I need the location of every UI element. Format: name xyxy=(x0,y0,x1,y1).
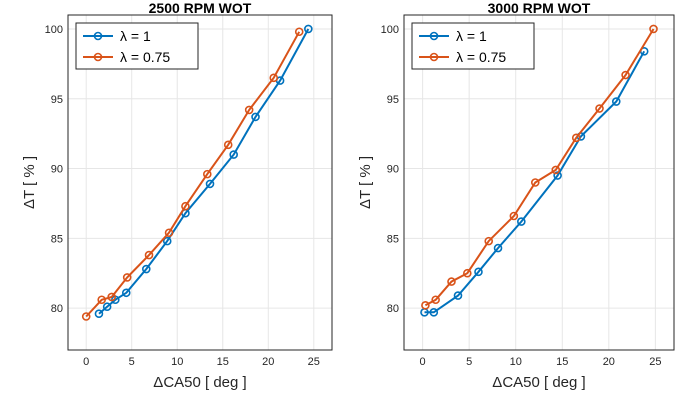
data-point xyxy=(107,292,116,302)
legend-label: λ = 0.75 xyxy=(120,49,170,65)
data-point xyxy=(164,228,174,238)
data-point xyxy=(223,140,233,150)
data-point xyxy=(94,309,104,319)
data-point xyxy=(162,236,172,246)
y-tick-label: 100 xyxy=(381,24,399,36)
data-point xyxy=(517,217,526,226)
y-axis-label: ΔT [ % ] xyxy=(21,156,38,209)
series-line xyxy=(85,31,301,318)
legend-label: λ = 0.75 xyxy=(456,49,506,65)
y-tick-label: 85 xyxy=(51,233,63,245)
panel-1: 0 5 10 15 20 25 80 85 90 95 100 2500 RPM WOT ΔCA50 [… xyxy=(21,0,333,391)
x-tick-label: 20 xyxy=(603,356,615,368)
axes-frame xyxy=(403,14,675,351)
x-tick-label: 15 xyxy=(556,356,568,368)
data-point xyxy=(294,27,304,37)
data-point xyxy=(244,105,254,115)
data-point xyxy=(553,171,562,180)
axes-frame xyxy=(67,14,333,351)
data-point xyxy=(474,267,483,277)
data-point xyxy=(121,288,131,298)
data-point xyxy=(484,236,494,246)
x-tick-label: 25 xyxy=(308,356,320,368)
x-tick-label: 25 xyxy=(649,356,661,368)
data-point xyxy=(621,70,630,80)
y-tick-label: 100 xyxy=(45,24,63,36)
x-tick-label: 10 xyxy=(510,356,522,368)
data-point xyxy=(141,264,151,274)
series-line xyxy=(424,50,646,314)
data-point xyxy=(144,250,154,260)
data-point xyxy=(181,201,190,211)
data-point xyxy=(205,179,215,189)
data-point xyxy=(202,169,212,179)
legend-marker xyxy=(429,52,439,62)
y-tick-label: 80 xyxy=(387,303,399,315)
data-point xyxy=(304,24,313,34)
data-point xyxy=(97,295,106,305)
data-point xyxy=(229,150,238,159)
legend-box xyxy=(411,22,535,70)
series-line xyxy=(98,28,310,315)
panel-2: 0 5 10 15 20 25 80 85 90 95 100 3000 RPM WOT ΔCA50 [… xyxy=(357,0,675,391)
legend: λ = 1 λ = 0.75 xyxy=(75,22,199,70)
x-tick-label: 15 xyxy=(217,356,229,368)
data-point xyxy=(571,133,581,143)
data-point xyxy=(530,178,540,187)
legend-marker xyxy=(93,31,103,41)
legend-label: λ = 1 xyxy=(456,28,487,44)
data-point xyxy=(102,302,112,312)
data-point xyxy=(493,243,503,253)
y-tick-label: 80 xyxy=(51,303,63,315)
chart-title: 3000 RPM WOT xyxy=(488,0,591,16)
data-point xyxy=(431,295,440,305)
x-tick-label: 20 xyxy=(262,356,274,368)
x-axis-label: ΔCA50 [ deg ] xyxy=(153,374,246,391)
y-tick-label: 90 xyxy=(387,164,399,176)
legend-marker xyxy=(429,31,439,41)
data-point xyxy=(509,211,519,221)
x-tick-label: 5 xyxy=(129,356,135,368)
data-point xyxy=(595,104,604,113)
data-point xyxy=(649,24,658,34)
legend-box xyxy=(75,22,199,70)
chart-title: 2500 RPM WOT xyxy=(149,0,252,16)
x-tick-label: 5 xyxy=(466,356,472,368)
legend-marker xyxy=(93,52,103,62)
x-tick-label: 10 xyxy=(171,356,183,368)
data-point xyxy=(463,268,472,278)
data-point xyxy=(81,312,91,321)
data-point xyxy=(429,308,439,317)
series-lambda-0-75 xyxy=(81,27,304,321)
data-point xyxy=(447,277,456,286)
x-tick-label: 0 xyxy=(83,356,89,368)
y-axis-label: ΔT [ % ] xyxy=(357,156,374,209)
series-lambda-0-75 xyxy=(421,24,658,310)
y-tick-label: 95 xyxy=(51,94,63,106)
legend-label: λ = 1 xyxy=(120,28,151,44)
x-tick-label: 0 xyxy=(420,356,426,368)
y-tick-label: 85 xyxy=(387,233,399,245)
data-point xyxy=(453,291,463,300)
data-point xyxy=(269,73,279,83)
data-point xyxy=(611,97,621,106)
data-point xyxy=(421,301,430,310)
x-axis-label: ΔCA50 [ deg ] xyxy=(492,374,585,391)
data-point xyxy=(122,273,132,282)
data-point xyxy=(251,112,260,122)
y-tick-label: 95 xyxy=(387,94,399,106)
y-tick-label: 90 xyxy=(51,164,63,176)
data-point xyxy=(551,165,561,175)
legend: λ = 1 λ = 0.75 xyxy=(411,22,535,70)
